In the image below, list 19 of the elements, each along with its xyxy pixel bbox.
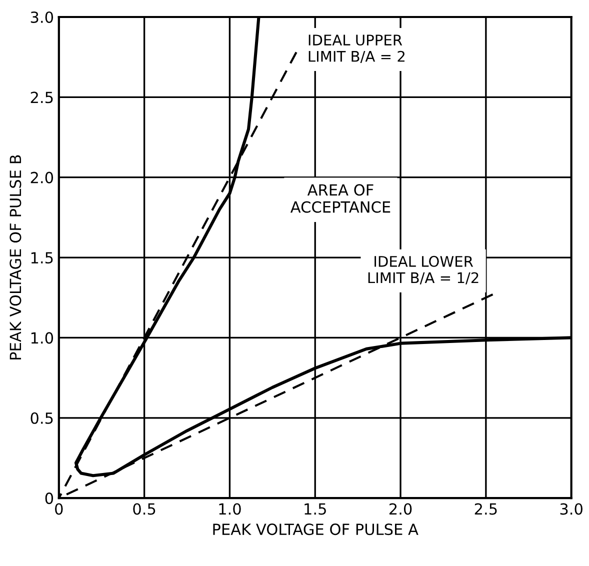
- y-axis-title: PEAK VOLTAGE OF PULSE B: [10, 155, 22, 360]
- y-tick-label: 3.0: [30, 11, 54, 23]
- x-axis-title: PEAK VOLTAGE OF PULSE A: [213, 524, 418, 536]
- annotation: IDEAL UPPER LIMIT B/A = 2: [308, 34, 404, 64]
- x-tick-label: 1.0: [219, 503, 241, 515]
- y-tick-label: 1.5: [31, 252, 53, 264]
- y-tick-label: 2.0: [30, 172, 54, 184]
- y-tick-label: 0.5: [30, 412, 53, 424]
- x-tick-label: 1.5: [304, 503, 326, 515]
- y-tick-label: 0: [45, 492, 54, 504]
- x-tick-label: 0.5: [133, 503, 156, 515]
- annotation: IDEAL LOWER LIMIT B/A = 1/2: [368, 256, 478, 284]
- x-tick-label: 2.5: [474, 503, 497, 515]
- x-tick-label: 0: [55, 503, 63, 515]
- y-tick-label: 2.5: [30, 92, 53, 104]
- x-tick-label: 3.0: [560, 503, 582, 515]
- x-tick-label: 2.0: [389, 503, 412, 515]
- annotation: AREA OF ACCEPTANCE: [290, 184, 390, 213]
- y-tick-label: 1.0: [31, 332, 54, 344]
